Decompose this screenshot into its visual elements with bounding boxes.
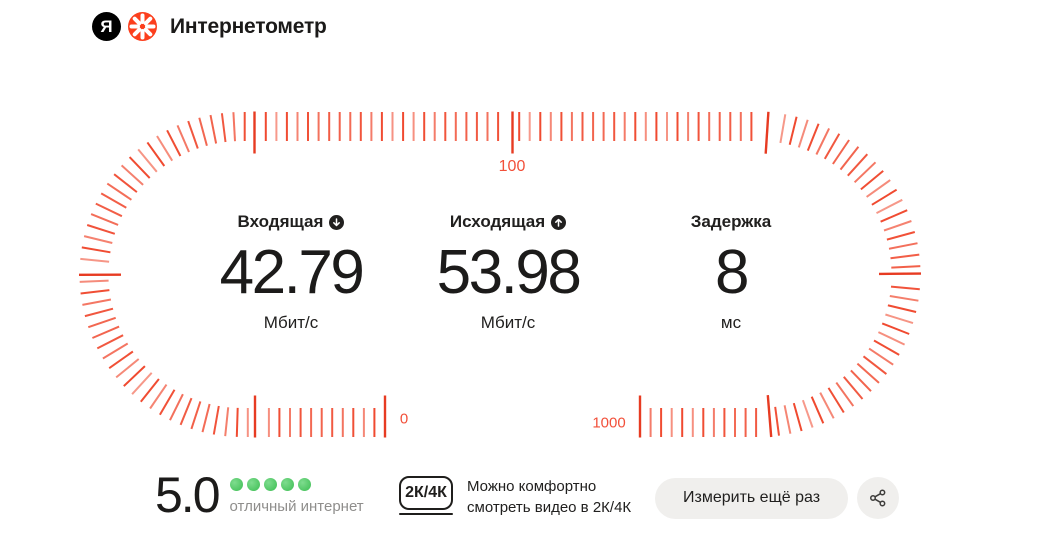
internetometer-gauge-icon [128,12,157,41]
rating-dot [297,478,311,491]
metric-download: Входящая 42.79 Мбит/с [171,212,411,333]
video-quality-badge-wrap: 2К/4К [399,476,453,518]
yandex-internetometer-logo[interactable]: Я Интернетометр [92,12,327,41]
video-quality-badge: 2К/4К [399,476,453,510]
video-quality-hint: 2К/4К Можно комфортно смотреть видео в 2… [399,476,643,518]
metric-upload-label: Исходящая [449,212,546,231]
metric-download-label-row: Входящая [171,212,411,232]
connection-rating: 5.0 отличный интернет [155,467,364,523]
gauge-label-100: 100 [498,158,526,175]
badge-underline [399,513,453,515]
yandex-logo-icon: Я [92,12,121,41]
video-quality-caption: Можно комфортно смотреть видео в 2К/4К [467,478,632,516]
gauge-label-1000: 1000 [592,414,626,432]
metric-latency: Задержка 8 мс [611,212,851,333]
rating-dot [246,478,260,491]
rating-dot [280,478,294,491]
metric-upload-label-row: Исходящая [388,212,628,232]
arrow-up-circle-icon [551,214,567,230]
gauge-label-0: 0 [399,410,409,428]
share-nodes-icon [870,489,886,507]
arrow-down-circle-icon [329,214,345,230]
rating-score: 5.0 [155,467,221,523]
rating-caption: отличный интернет [229,498,364,515]
latency-unit: мс [720,313,742,332]
metric-latency-label: Задержка [690,212,772,231]
metric-download-label: Входящая [237,212,324,231]
upload-speed-value: 53.98 [436,238,582,307]
upload-speed-unit: Мбит/с [480,313,536,332]
measure-again-button[interactable]: Измерить ещё раз [655,477,849,519]
rating-dots [229,478,364,492]
metric-latency-label-row: Задержка [611,212,851,232]
rating-details: отличный интернет [229,473,364,517]
rating-dot [263,478,277,491]
download-speed-value: 42.79 [219,238,365,307]
latency-value: 8 [715,238,749,307]
action-buttons: Измерить ещё раз [655,477,900,519]
metric-upload: Исходящая 53.98 Мбит/с [388,212,628,333]
page-title: Интернетометр [170,14,327,38]
rating-dot [229,478,243,491]
share-button[interactable] [857,477,900,519]
download-speed-unit: Мбит/с [263,313,319,332]
